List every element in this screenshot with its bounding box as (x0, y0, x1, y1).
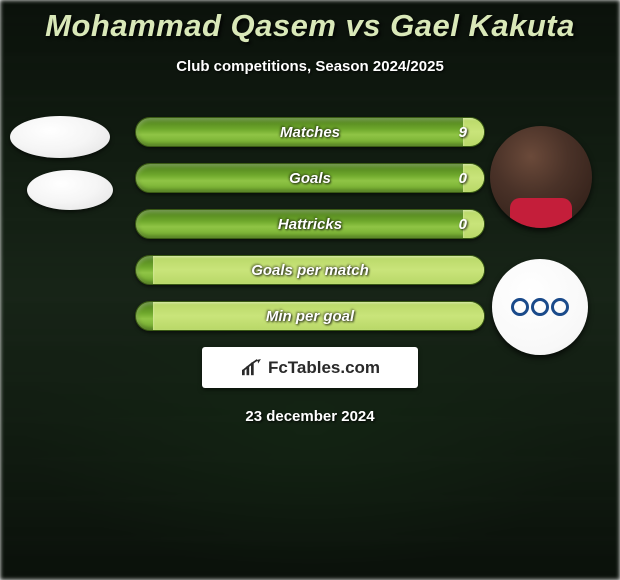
bar-label: Goals per match (135, 255, 485, 285)
watermark-badge: FcTables.com (202, 347, 418, 388)
content-wrapper: Mohammad Qasem vs Gael Kakuta Club compe… (0, 0, 620, 580)
bar-label: Matches (135, 117, 485, 147)
bar-label: Goals (135, 163, 485, 193)
stat-bars: Matches9Goals0Hattricks0Goals per matchM… (0, 117, 620, 331)
bar-value: 0 (459, 209, 467, 239)
chart-icon (240, 359, 262, 377)
stat-bar-row: Min per goal (135, 301, 485, 331)
page-subtitle: Club competitions, Season 2024/2025 (0, 58, 620, 75)
stat-bar-row: Goals per match (135, 255, 485, 285)
stat-bar-row: Matches9 (135, 117, 485, 147)
page-title: Mohammad Qasem vs Gael Kakuta (0, 8, 620, 44)
bar-label: Hattricks (135, 209, 485, 239)
bar-value: 0 (459, 163, 467, 193)
date-label: 23 december 2024 (0, 408, 620, 425)
bar-value: 9 (459, 117, 467, 147)
watermark-text: FcTables.com (268, 358, 380, 378)
bar-label: Min per goal (135, 301, 485, 331)
stat-bar-row: Goals0 (135, 163, 485, 193)
stat-bar-row: Hattricks0 (135, 209, 485, 239)
